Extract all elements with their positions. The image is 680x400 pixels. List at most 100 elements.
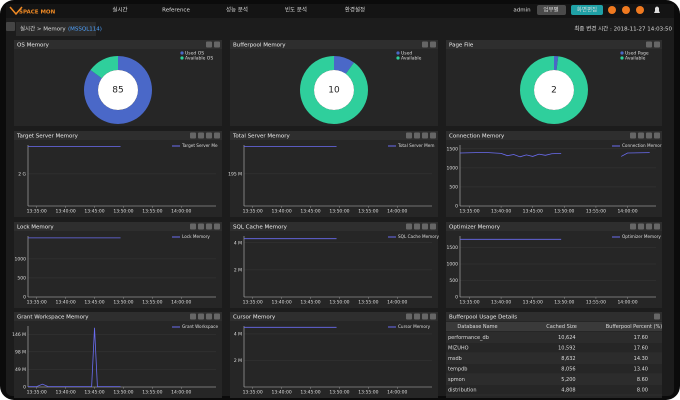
panel-icon[interactable] — [430, 41, 436, 48]
top-nav — [6, 4, 674, 18]
pie-slice — [84, 56, 152, 124]
legend-label: Target Server Me — [181, 143, 218, 148]
panel-header — [230, 312, 438, 321]
panel-header — [230, 131, 438, 140]
y-tick-label: 4 M — [234, 331, 242, 337]
panel-icon[interactable] — [406, 223, 412, 230]
panel-icon[interactable] — [198, 223, 204, 230]
panel-icon[interactable] — [190, 223, 196, 230]
menu-item[interactable]: 성능 분석 — [226, 6, 248, 14]
panel-icon[interactable] — [630, 223, 636, 230]
panel-icon[interactable] — [406, 132, 412, 139]
series-line — [28, 327, 121, 388]
panel-icon[interactable] — [190, 132, 196, 139]
y-tick-label: 49 M — [15, 367, 26, 373]
x-tick-label: 13:45:00 — [300, 209, 320, 215]
panel-icon[interactable] — [430, 223, 436, 230]
panel — [446, 131, 662, 217]
icon-button[interactable] — [622, 6, 630, 14]
panel-icon[interactable] — [198, 313, 204, 320]
table-cell: 17.60 — [634, 346, 648, 352]
panel-icon[interactable] — [422, 313, 428, 320]
panel-icon[interactable] — [430, 132, 436, 139]
panel-icon[interactable] — [646, 41, 652, 48]
x-tick-label: 13:55:00 — [142, 209, 162, 215]
x-tick-label: 13:50:00 — [329, 300, 349, 306]
bell-icon[interactable] — [654, 6, 660, 14]
button-label[interactable]: 업무별 — [543, 6, 558, 14]
panel-icon[interactable] — [190, 313, 196, 320]
y-tick-label: 500 — [449, 278, 458, 284]
legend-label: Connection Memor — [622, 143, 662, 148]
panel-icon[interactable] — [414, 132, 420, 139]
button[interactable] — [537, 5, 566, 15]
panel-icon[interactable] — [654, 313, 660, 320]
panel — [230, 222, 438, 308]
table-cell: 8.60 — [637, 377, 648, 383]
legend-label: Used Page — [625, 51, 649, 57]
panel — [230, 312, 438, 398]
panel-icon[interactable] — [638, 132, 644, 139]
icon-button[interactable] — [636, 6, 644, 14]
panel-icon[interactable] — [654, 41, 660, 48]
panel-icon[interactable] — [422, 223, 428, 230]
panel-icon[interactable] — [214, 132, 220, 139]
menu-item[interactable]: Reference — [162, 8, 190, 14]
donut-hole — [534, 70, 574, 110]
button[interactable] — [571, 5, 603, 15]
table-cell: 10,624 — [558, 335, 576, 341]
panel-icon[interactable] — [214, 313, 220, 320]
x-tick-label: 13:45:00 — [84, 300, 104, 306]
icon-button[interactable] — [608, 6, 616, 14]
x-tick-label: 13:45:00 — [300, 390, 320, 396]
panel-icon[interactable] — [214, 223, 220, 230]
panel-icon[interactable] — [654, 223, 660, 230]
legend-dot — [620, 56, 624, 60]
table-row — [446, 353, 662, 364]
x-tick-label: 13:35:00 — [27, 300, 47, 306]
panel-title: Cursor Memory — [233, 315, 276, 321]
panel-icon[interactable] — [654, 132, 660, 139]
x-tick-label: 13:55:00 — [142, 300, 162, 306]
panel-icon[interactable] — [206, 313, 212, 320]
panel-icon[interactable] — [198, 132, 204, 139]
x-tick-label: 13:50:00 — [113, 209, 133, 215]
x-tick-label: 13:35:00 — [27, 209, 47, 215]
x-tick-label: 13:35:00 — [243, 209, 263, 215]
panel-icon[interactable] — [414, 223, 420, 230]
tab[interactable] — [16, 22, 96, 36]
x-tick-label: 13:45:00 — [84, 209, 104, 215]
y-tick-label: 1000 — [447, 262, 459, 268]
panel-icon[interactable] — [422, 132, 428, 139]
panel-icon[interactable] — [646, 132, 652, 139]
panel-icon[interactable] — [630, 132, 636, 139]
panel-icon[interactable] — [406, 313, 412, 320]
panel-icon[interactable] — [206, 223, 212, 230]
panel-icon[interactable] — [638, 223, 644, 230]
button-label[interactable]: 화면편집 — [577, 6, 597, 14]
panel-icon[interactable] — [214, 41, 220, 48]
panel-icon[interactable] — [206, 41, 212, 48]
panel-icon[interactable] — [646, 223, 652, 230]
panel-icon[interactable] — [430, 313, 436, 320]
y-tick-label: 2 M — [234, 358, 242, 364]
menu-item[interactable]: 환경설정 — [345, 6, 365, 14]
legend-label: Grant Workspace — [182, 324, 218, 329]
table-cell: performance_db — [448, 335, 489, 341]
panel-header — [446, 312, 662, 321]
panel-icon[interactable] — [206, 132, 212, 139]
panel-icon[interactable] — [414, 313, 420, 320]
x-tick-label: 13:50:00 — [329, 390, 349, 396]
menu-toggle[interactable] — [6, 22, 15, 31]
panel-icon[interactable] — [422, 41, 428, 48]
column-header: Database Name — [457, 324, 497, 330]
y-tick-label: 1000 — [447, 165, 459, 171]
menu-item[interactable]: 실시간 — [112, 6, 127, 14]
x-tick-label: 13:50:00 — [554, 209, 574, 215]
table-cell: 5,200 — [561, 377, 575, 383]
x-tick-label: 13:45:00 — [84, 390, 104, 396]
menu-item[interactable]: 빈도 분석 — [285, 6, 307, 14]
x-tick-label: 14:00:00 — [387, 390, 407, 396]
y-tick-label: 146 M — [12, 332, 26, 338]
